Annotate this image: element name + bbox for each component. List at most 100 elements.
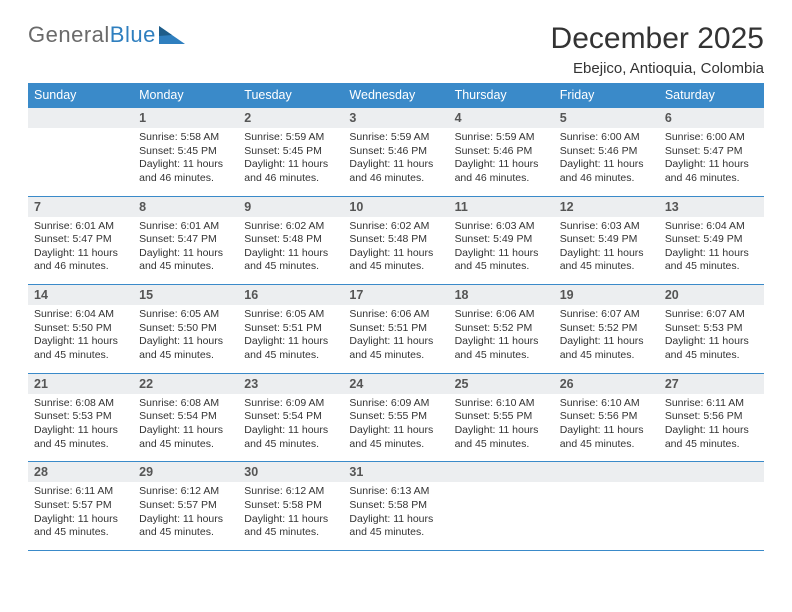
day-details: Sunrise: 6:08 AMSunset: 5:54 PMDaylight:…: [133, 394, 238, 462]
calendar-cell: 30Sunrise: 6:12 AMSunset: 5:58 PMDayligh…: [238, 462, 343, 551]
calendar-cell: 8Sunrise: 6:01 AMSunset: 5:47 PMDaylight…: [133, 196, 238, 285]
day-number: 29: [133, 462, 238, 482]
logo-text: GeneralBlue: [28, 22, 156, 48]
calendar-row: 28Sunrise: 6:11 AMSunset: 5:57 PMDayligh…: [28, 462, 764, 551]
day-details: Sunrise: 6:12 AMSunset: 5:58 PMDaylight:…: [238, 482, 343, 550]
calendar-cell: 1Sunrise: 5:58 AMSunset: 5:45 PMDaylight…: [133, 108, 238, 197]
calendar-cell: 10Sunrise: 6:02 AMSunset: 5:48 PMDayligh…: [343, 196, 448, 285]
calendar-cell: 6Sunrise: 6:00 AMSunset: 5:47 PMDaylight…: [659, 108, 764, 197]
day-details: Sunrise: 6:04 AMSunset: 5:50 PMDaylight:…: [28, 305, 133, 373]
calendar-row: 7Sunrise: 6:01 AMSunset: 5:47 PMDaylight…: [28, 196, 764, 285]
day-details: Sunrise: 6:10 AMSunset: 5:55 PMDaylight:…: [449, 394, 554, 462]
day-details: Sunrise: 6:01 AMSunset: 5:47 PMDaylight:…: [133, 217, 238, 285]
day-number: 14: [28, 285, 133, 305]
calendar-cell: 2Sunrise: 5:59 AMSunset: 5:45 PMDaylight…: [238, 108, 343, 197]
calendar-cell: 25Sunrise: 6:10 AMSunset: 5:55 PMDayligh…: [449, 373, 554, 462]
day-number: 12: [554, 197, 659, 217]
calendar-cell: 19Sunrise: 6:07 AMSunset: 5:52 PMDayligh…: [554, 285, 659, 374]
title-block: December 2025 Ebejico, Antioquia, Colomb…: [551, 22, 764, 77]
calendar-cell: 9Sunrise: 6:02 AMSunset: 5:48 PMDaylight…: [238, 196, 343, 285]
calendar-cell: 5Sunrise: 6:00 AMSunset: 5:46 PMDaylight…: [554, 108, 659, 197]
day-details: Sunrise: 5:59 AMSunset: 5:46 PMDaylight:…: [449, 128, 554, 196]
day-number: 10: [343, 197, 448, 217]
day-number: 28: [28, 462, 133, 482]
calendar-cell: 11Sunrise: 6:03 AMSunset: 5:49 PMDayligh…: [449, 196, 554, 285]
day-number: 24: [343, 374, 448, 394]
day-details: Sunrise: 6:11 AMSunset: 5:56 PMDaylight:…: [659, 394, 764, 462]
header: GeneralBlue December 2025 Ebejico, Antio…: [28, 22, 764, 77]
calendar-cell: 7Sunrise: 6:01 AMSunset: 5:47 PMDaylight…: [28, 196, 133, 285]
day-number: 15: [133, 285, 238, 305]
logo-word-1: General: [28, 22, 110, 47]
day-number: 20: [659, 285, 764, 305]
calendar-cell: 28Sunrise: 6:11 AMSunset: 5:57 PMDayligh…: [28, 462, 133, 551]
logo-word-2: Blue: [110, 22, 156, 47]
weekday-header: Thursday: [449, 83, 554, 108]
weekday-header-row: Sunday Monday Tuesday Wednesday Thursday…: [28, 83, 764, 108]
day-number: 21: [28, 374, 133, 394]
calendar-cell: 15Sunrise: 6:05 AMSunset: 5:50 PMDayligh…: [133, 285, 238, 374]
weekday-header: Tuesday: [238, 83, 343, 108]
calendar-cell: 17Sunrise: 6:06 AMSunset: 5:51 PMDayligh…: [343, 285, 448, 374]
logo-triangle-icon: [159, 26, 185, 44]
day-details: Sunrise: 6:10 AMSunset: 5:56 PMDaylight:…: [554, 394, 659, 462]
logo: GeneralBlue: [28, 22, 185, 48]
calendar-cell: [449, 462, 554, 551]
day-number: 27: [659, 374, 764, 394]
day-details: Sunrise: 6:01 AMSunset: 5:47 PMDaylight:…: [28, 217, 133, 285]
day-details: Sunrise: 6:00 AMSunset: 5:47 PMDaylight:…: [659, 128, 764, 196]
day-details: Sunrise: 6:09 AMSunset: 5:55 PMDaylight:…: [343, 394, 448, 462]
day-details: Sunrise: 6:08 AMSunset: 5:53 PMDaylight:…: [28, 394, 133, 462]
day-details: Sunrise: 6:05 AMSunset: 5:50 PMDaylight:…: [133, 305, 238, 373]
day-number: 26: [554, 374, 659, 394]
calendar-cell: 12Sunrise: 6:03 AMSunset: 5:49 PMDayligh…: [554, 196, 659, 285]
day-details: Sunrise: 5:59 AMSunset: 5:45 PMDaylight:…: [238, 128, 343, 196]
day-details: Sunrise: 6:02 AMSunset: 5:48 PMDaylight:…: [238, 217, 343, 285]
day-number: 9: [238, 197, 343, 217]
day-details: Sunrise: 6:12 AMSunset: 5:57 PMDaylight:…: [133, 482, 238, 550]
calendar-cell: [554, 462, 659, 551]
calendar-cell: 13Sunrise: 6:04 AMSunset: 5:49 PMDayligh…: [659, 196, 764, 285]
day-number: 25: [449, 374, 554, 394]
day-details: Sunrise: 6:03 AMSunset: 5:49 PMDaylight:…: [554, 217, 659, 285]
calendar-cell: 21Sunrise: 6:08 AMSunset: 5:53 PMDayligh…: [28, 373, 133, 462]
day-number: 8: [133, 197, 238, 217]
day-details: Sunrise: 6:04 AMSunset: 5:49 PMDaylight:…: [659, 217, 764, 285]
calendar-cell: 4Sunrise: 5:59 AMSunset: 5:46 PMDaylight…: [449, 108, 554, 197]
weekday-header: Monday: [133, 83, 238, 108]
calendar-cell: 16Sunrise: 6:05 AMSunset: 5:51 PMDayligh…: [238, 285, 343, 374]
day-number: 13: [659, 197, 764, 217]
calendar-row: 1Sunrise: 5:58 AMSunset: 5:45 PMDaylight…: [28, 108, 764, 197]
day-details: Sunrise: 6:02 AMSunset: 5:48 PMDaylight:…: [343, 217, 448, 285]
day-number: 17: [343, 285, 448, 305]
day-number: 3: [343, 108, 448, 128]
page-title: December 2025: [551, 22, 764, 56]
day-details: Sunrise: 6:09 AMSunset: 5:54 PMDaylight:…: [238, 394, 343, 462]
day-details: Sunrise: 6:06 AMSunset: 5:52 PMDaylight:…: [449, 305, 554, 373]
day-details: Sunrise: 6:06 AMSunset: 5:51 PMDaylight:…: [343, 305, 448, 373]
day-number: 31: [343, 462, 448, 482]
day-number: 4: [449, 108, 554, 128]
calendar-cell: 14Sunrise: 6:04 AMSunset: 5:50 PMDayligh…: [28, 285, 133, 374]
calendar-row: 21Sunrise: 6:08 AMSunset: 5:53 PMDayligh…: [28, 373, 764, 462]
weekday-header: Wednesday: [343, 83, 448, 108]
day-number: 11: [449, 197, 554, 217]
day-number: 22: [133, 374, 238, 394]
day-details: Sunrise: 6:03 AMSunset: 5:49 PMDaylight:…: [449, 217, 554, 285]
calendar-cell: 20Sunrise: 6:07 AMSunset: 5:53 PMDayligh…: [659, 285, 764, 374]
calendar-cell: [659, 462, 764, 551]
day-number: 6: [659, 108, 764, 128]
calendar-cell: 31Sunrise: 6:13 AMSunset: 5:58 PMDayligh…: [343, 462, 448, 551]
calendar-row: 14Sunrise: 6:04 AMSunset: 5:50 PMDayligh…: [28, 285, 764, 374]
weekday-header: Saturday: [659, 83, 764, 108]
day-number: 1: [133, 108, 238, 128]
day-number: 18: [449, 285, 554, 305]
day-number: 7: [28, 197, 133, 217]
calendar-cell: 23Sunrise: 6:09 AMSunset: 5:54 PMDayligh…: [238, 373, 343, 462]
day-number: 16: [238, 285, 343, 305]
calendar-cell: 18Sunrise: 6:06 AMSunset: 5:52 PMDayligh…: [449, 285, 554, 374]
calendar-cell: 3Sunrise: 5:59 AMSunset: 5:46 PMDaylight…: [343, 108, 448, 197]
day-number: 19: [554, 285, 659, 305]
day-number: 30: [238, 462, 343, 482]
day-details: Sunrise: 6:11 AMSunset: 5:57 PMDaylight:…: [28, 482, 133, 550]
